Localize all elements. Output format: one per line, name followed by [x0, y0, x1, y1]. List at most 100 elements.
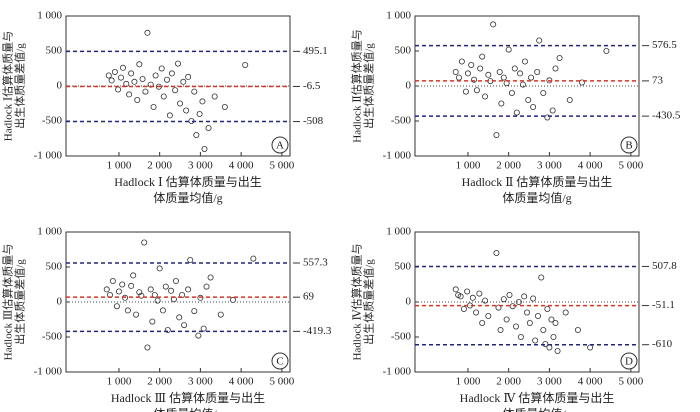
x-tick-label: 3 000	[188, 160, 213, 172]
lower-label: -430.5	[652, 110, 681, 122]
x-axis-label: Hadlock Ⅳ 估算体质量与出生	[460, 390, 615, 405]
data-point	[162, 283, 169, 290]
x-tick-label: 4 000	[578, 160, 603, 172]
x-tick-label: 1 000	[107, 376, 132, 388]
data-point	[517, 70, 524, 77]
data-point	[191, 308, 198, 315]
upper-label: 576.5	[652, 39, 677, 51]
data-point	[457, 293, 464, 300]
data-point	[229, 296, 236, 303]
data-point	[128, 282, 135, 289]
data-point	[144, 29, 151, 36]
x-axis-label: Hadlock Ⅱ 估算体质量与出生	[462, 174, 613, 189]
data-point	[525, 97, 532, 104]
x-tick-label: 4 000	[229, 160, 254, 172]
y-axis-label: Hadlock Ⅰ估算体质量与	[1, 31, 15, 141]
data-point	[115, 86, 122, 93]
data-point	[158, 65, 165, 72]
data-point	[500, 74, 507, 81]
y-tick-label: -1 000	[34, 150, 63, 162]
data-point	[546, 77, 553, 84]
y-tick-label: 1 000	[386, 226, 411, 238]
data-point	[524, 309, 531, 316]
data-point	[177, 100, 184, 107]
mean-label: 73	[652, 74, 664, 86]
panel-letter: B	[625, 140, 632, 152]
data-point	[152, 72, 159, 79]
data-point	[201, 145, 208, 152]
x-tick-label: 3 000	[537, 376, 562, 388]
x-tick-label: 5 000	[618, 376, 643, 388]
data-point	[540, 326, 547, 333]
data-point	[144, 344, 151, 351]
data-point	[534, 312, 541, 319]
data-point	[136, 61, 143, 68]
x-tick-label: 2 000	[147, 160, 172, 172]
data-point	[603, 48, 610, 55]
data-point	[495, 304, 502, 311]
data-point	[108, 77, 115, 84]
data-point	[126, 91, 133, 98]
data-point	[185, 286, 192, 293]
data-point	[500, 296, 507, 303]
y-tick-label: -500	[391, 115, 412, 127]
y-axis-label: 出生体质量差值/g	[362, 43, 376, 129]
data-point	[464, 70, 471, 77]
data-point	[462, 88, 469, 95]
data-point	[149, 318, 156, 325]
data-point	[128, 70, 135, 77]
data-point	[154, 297, 161, 304]
panel-letter: A	[276, 140, 284, 152]
data-point	[554, 347, 561, 354]
data-point	[174, 60, 181, 67]
data-point	[458, 58, 465, 65]
data-point	[193, 131, 200, 138]
x-axis-label: Hadlock Ⅲ 估算体质量与出生	[111, 390, 265, 405]
data-point	[544, 305, 551, 312]
data-point	[207, 274, 214, 281]
data-point	[519, 81, 526, 88]
data-point	[119, 281, 126, 288]
data-point	[477, 65, 484, 72]
data-point	[452, 286, 459, 293]
x-tick-label: 3 000	[537, 160, 562, 172]
data-point	[548, 316, 555, 323]
upper-label: 557.3	[303, 257, 328, 269]
x-tick-label: 1 000	[456, 376, 481, 388]
x-tick-label: 2 000	[496, 160, 521, 172]
y-axis-label: Hadlock Ⅲ估算体质量与	[1, 244, 15, 361]
data-point	[136, 289, 143, 296]
data-point	[131, 78, 138, 85]
data-point	[485, 312, 492, 319]
x-tick-label: 4 000	[229, 376, 254, 388]
x-tick-label: 5 000	[269, 160, 294, 172]
data-point	[532, 337, 539, 344]
data-point	[587, 344, 594, 351]
data-point	[530, 295, 537, 302]
data-point	[142, 88, 149, 95]
data-point	[508, 90, 515, 97]
data-point	[528, 74, 535, 81]
y-tick-label: -500	[42, 115, 63, 127]
data-point	[511, 65, 518, 72]
data-point	[185, 73, 192, 80]
data-point	[159, 307, 166, 314]
data-point	[526, 319, 533, 326]
y-axis-label: 出生体质量差值/g	[362, 259, 376, 345]
data-point	[120, 64, 127, 71]
lower-label: -610	[652, 338, 673, 350]
data-point	[187, 256, 194, 263]
data-point	[534, 69, 541, 76]
x-tick-label: 5 000	[269, 376, 294, 388]
data-point	[117, 74, 124, 81]
data-point	[473, 309, 480, 316]
x-axis-label: 体质量均值/g	[153, 190, 222, 205]
x-tick-label: 2 000	[496, 376, 521, 388]
data-point	[191, 88, 198, 95]
data-point	[181, 322, 188, 329]
data-point	[195, 332, 202, 339]
x-axis-label: 体质量均值/g	[502, 190, 571, 205]
data-point	[199, 98, 206, 105]
y-axis-label: 出生体质量差值/g	[13, 259, 27, 345]
data-point	[521, 58, 528, 65]
